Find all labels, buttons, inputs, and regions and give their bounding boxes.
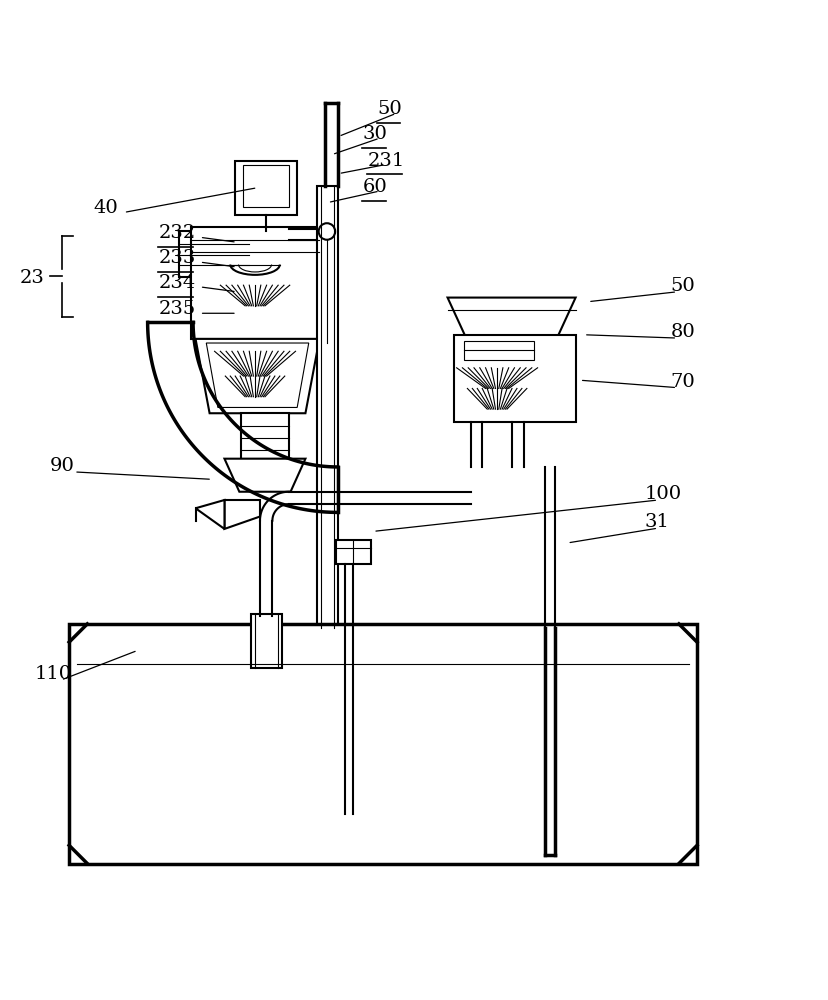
Text: 60: 60 [362,178,387,196]
Text: 50: 50 [670,277,695,295]
Text: 90: 90 [49,457,74,475]
Text: 50: 50 [377,100,402,118]
Bar [241,413,289,459]
Polygon shape [224,500,260,529]
Text: 23: 23 [20,269,45,287]
Text: 232: 232 [158,224,195,242]
Bar [191,227,319,339]
Text: 40: 40 [94,199,118,217]
Text: 233: 233 [158,249,195,267]
Text: 70: 70 [670,373,695,391]
Text: 31: 31 [643,513,668,531]
Text: 234: 234 [158,274,195,292]
Bar [251,614,282,668]
Text: 100: 100 [643,485,681,503]
Bar [316,186,337,628]
Text: 110: 110 [35,665,71,683]
Text: 231: 231 [367,152,404,170]
Bar [235,161,296,215]
Text: 30: 30 [362,125,387,143]
Text: 235: 235 [158,300,195,318]
Bar [464,341,534,360]
Text: 80: 80 [670,323,695,341]
Polygon shape [195,500,224,529]
Bar [179,231,249,277]
Polygon shape [206,343,308,407]
Polygon shape [195,339,319,413]
Bar [335,540,370,564]
Circle shape [318,223,335,240]
Bar [454,335,575,422]
Bar [243,165,289,207]
Polygon shape [224,459,305,492]
Polygon shape [447,298,575,339]
Bar [69,624,696,864]
